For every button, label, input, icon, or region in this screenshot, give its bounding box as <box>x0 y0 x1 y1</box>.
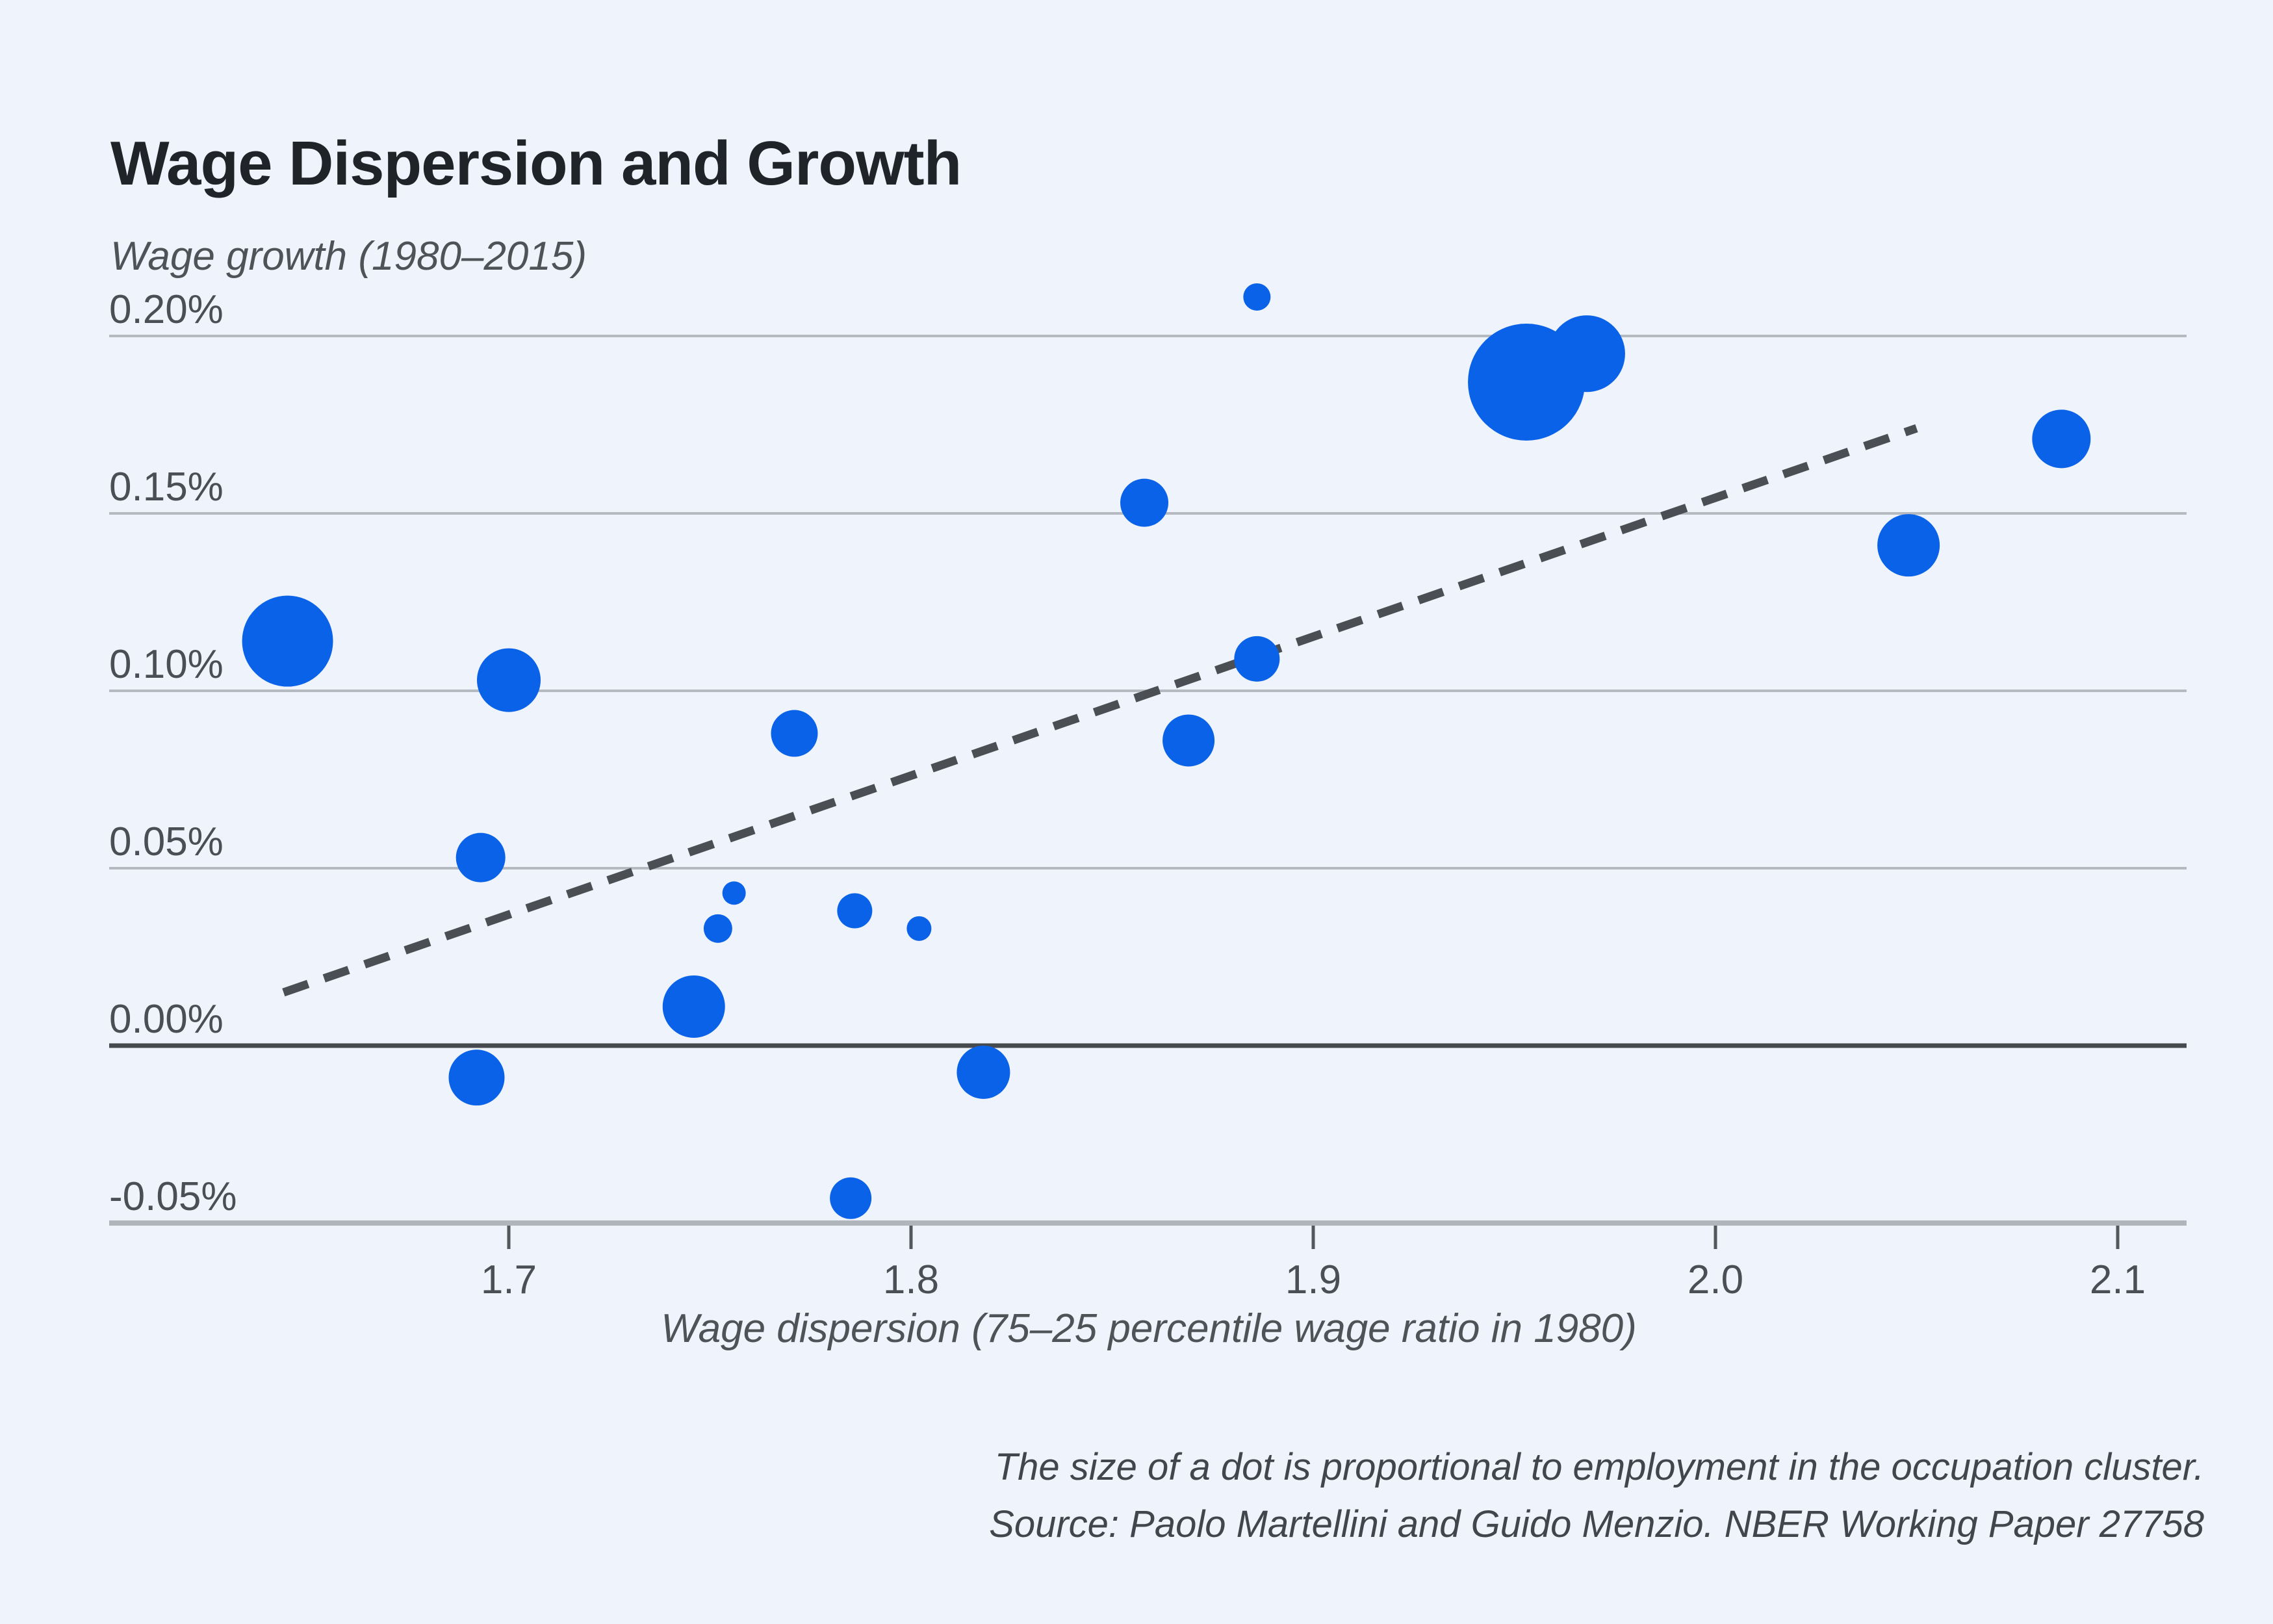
chart-title: Wage Dispersion and Growth <box>110 129 962 199</box>
bubble <box>771 710 818 757</box>
y-tick-label: -0.05% <box>109 1174 237 1219</box>
y-tick-label: 0.10% <box>109 642 224 687</box>
bubble <box>906 916 932 941</box>
bubble <box>830 1177 872 1219</box>
x-tick-label: 1.7 <box>481 1257 537 1302</box>
bubble <box>1234 636 1280 682</box>
bubble <box>1548 315 1625 393</box>
bubble <box>456 832 506 883</box>
bubble <box>957 1045 1010 1099</box>
bubble <box>703 914 732 943</box>
bubble <box>477 648 541 712</box>
footnote-size-note: The size of a dot is proportional to emp… <box>994 1446 2204 1488</box>
x-tick-label: 2.0 <box>1688 1257 1743 1302</box>
y-tick-label: 0.15% <box>109 465 224 509</box>
bubble <box>837 893 873 929</box>
bubble <box>722 881 746 905</box>
x-tick-label: 1.9 <box>1285 1257 1341 1302</box>
bubble <box>242 595 333 687</box>
y-tick-label: 0.05% <box>109 819 224 864</box>
bubble <box>1243 283 1271 311</box>
y-tick-label: 0.00% <box>109 997 224 1042</box>
bubble <box>448 1050 505 1106</box>
bubble <box>1162 714 1215 767</box>
footnote-source: Source: Paolo Martellini and Guido Menzi… <box>989 1503 2204 1545</box>
y-tick-label: 0.20% <box>109 287 224 332</box>
x-tick-label: 1.8 <box>883 1257 939 1302</box>
y-axis-title: Wage growth (1980–2015) <box>110 234 587 279</box>
bubble <box>662 975 725 1038</box>
trend-line <box>282 424 1918 997</box>
x-tick-label: 2.1 <box>2090 1257 2146 1302</box>
x-axis-title: Wage dispersion (75–25 percentile wage r… <box>661 1306 1637 1351</box>
bubble <box>1120 478 1169 527</box>
bubble <box>2032 409 2091 469</box>
figure-footnote: The size of a dot is proportional to emp… <box>989 1439 2204 1553</box>
bubble <box>1877 514 1940 577</box>
